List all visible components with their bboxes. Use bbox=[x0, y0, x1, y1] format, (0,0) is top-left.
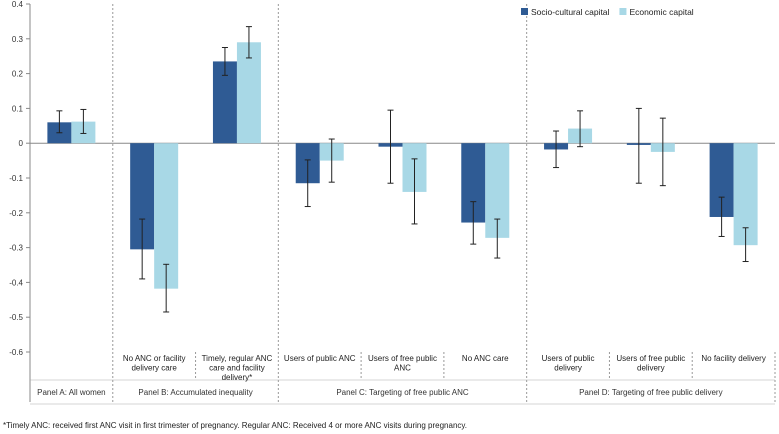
y-tick-label: 0.4 bbox=[12, 0, 24, 9]
category-label: Users of public delivery bbox=[542, 354, 595, 373]
bar-economic bbox=[236, 42, 261, 144]
category-label: Users of free public ANC bbox=[368, 354, 437, 373]
y-tick-label: -0.4 bbox=[9, 278, 23, 287]
y-tick-label: -0.5 bbox=[9, 313, 23, 322]
y-tick-label: -0.6 bbox=[9, 348, 23, 357]
y-tick-label: 0.2 bbox=[12, 70, 24, 79]
legend-label: Socio-cultural capital bbox=[531, 7, 610, 17]
y-tick-label: 0.3 bbox=[12, 35, 24, 44]
panel-label: Panel A: All women bbox=[37, 388, 105, 397]
category-label: Users of public ANC bbox=[284, 354, 356, 363]
category-label: Users of free public delivery bbox=[616, 354, 685, 373]
category-label: Timely, regular ANC care and facility deli… bbox=[202, 354, 273, 382]
legend-label: Economic capital bbox=[629, 7, 693, 17]
y-tick-label: -0.3 bbox=[9, 244, 23, 253]
category-label: No ANC or facility delivery care bbox=[123, 354, 186, 373]
category-label: No facility delivery bbox=[701, 354, 765, 363]
panel-label: Panel B: Accumulated inequality bbox=[138, 388, 252, 397]
y-tick-label: 0 bbox=[19, 139, 24, 148]
legend-swatch-economic bbox=[619, 8, 627, 15]
y-tick-label: 0.1 bbox=[12, 104, 24, 113]
legend-swatch-socio-cultural bbox=[521, 8, 528, 15]
panel-label: Panel C: Targeting of free public ANC bbox=[336, 388, 469, 397]
y-tick-label: -0.2 bbox=[9, 209, 23, 218]
panel-label: Panel D: Targeting of free public delive… bbox=[579, 388, 723, 397]
category-label: No ANC care bbox=[462, 354, 509, 363]
y-tick-label: -0.1 bbox=[9, 174, 23, 183]
footnote: *Timely ANC: received first ANC visit in… bbox=[3, 421, 467, 430]
